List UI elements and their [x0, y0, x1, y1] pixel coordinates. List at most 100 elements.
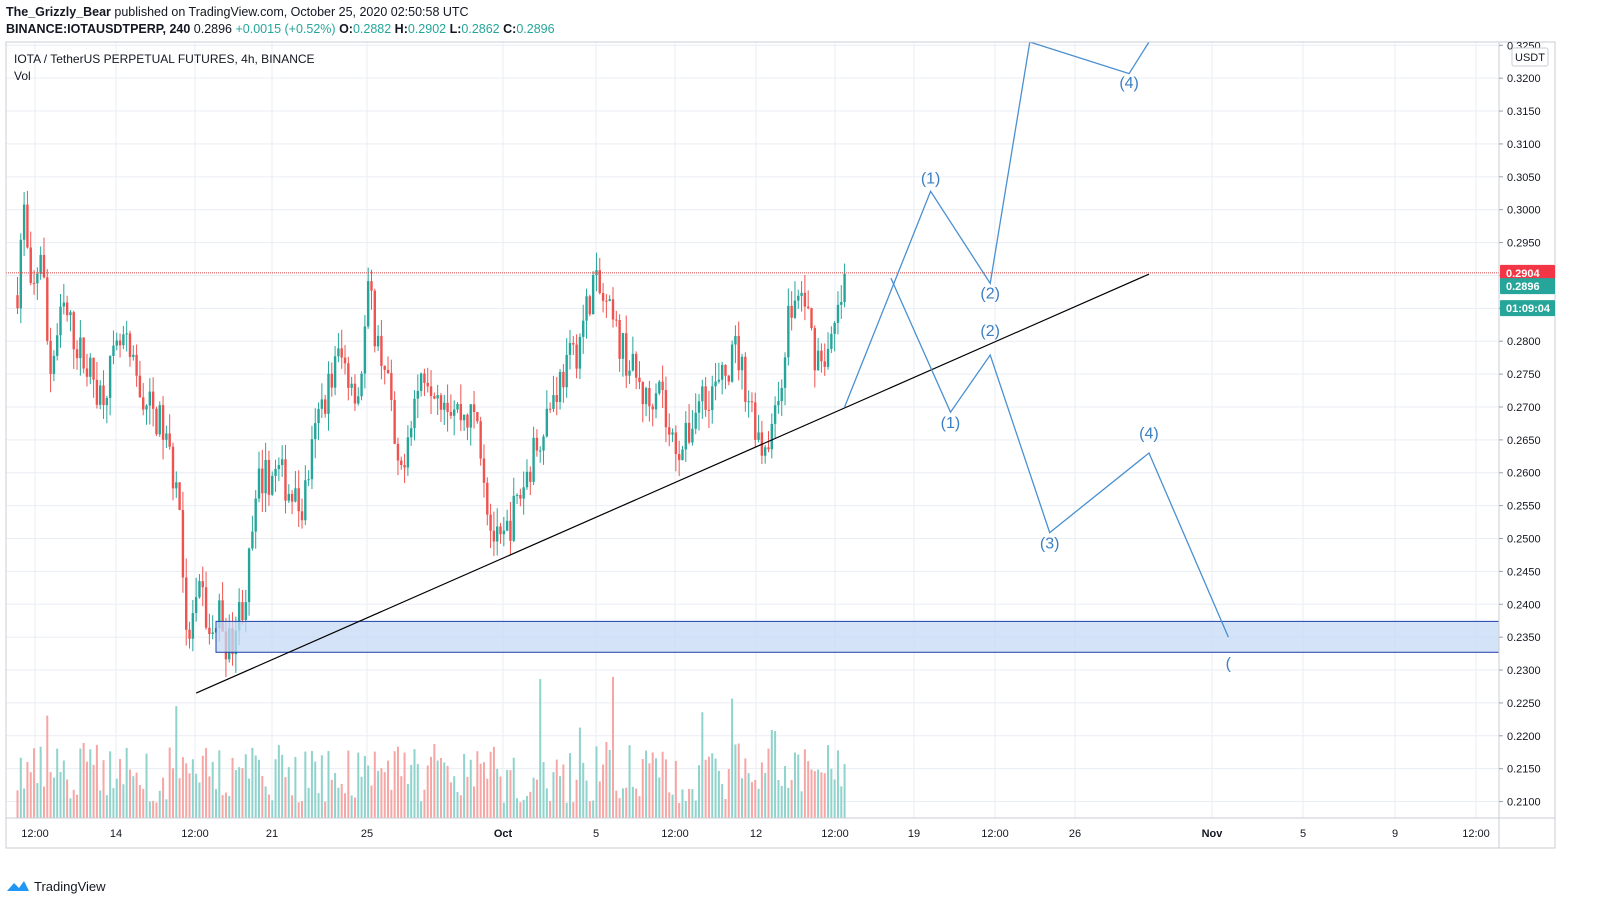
volume-bar	[162, 777, 165, 818]
wave-label: (1)	[921, 170, 941, 187]
x-tick-label: 12:00	[661, 828, 689, 840]
x-tick-label: 12:00	[981, 828, 1009, 840]
candle-body	[502, 530, 506, 535]
candle-body	[777, 401, 780, 406]
support-zone	[215, 620, 1500, 653]
candle-body	[383, 365, 386, 370]
volume-bar	[784, 766, 787, 818]
candle-body	[204, 587, 208, 628]
author-name[interactable]: The_Grizzly_Bear	[6, 5, 111, 19]
candle-body	[82, 337, 85, 369]
footer-brand[interactable]: TradingView	[34, 878, 106, 894]
candle-body	[525, 471, 529, 488]
candle-body	[161, 405, 165, 440]
volume-bar	[16, 790, 19, 818]
candle-body	[509, 520, 512, 541]
candle-body	[42, 254, 46, 278]
volume-bar	[631, 786, 634, 818]
y-tick-label: 0.2550	[1507, 501, 1541, 513]
volume-bar	[168, 747, 171, 818]
candle-body	[582, 320, 585, 337]
candle-body	[36, 273, 39, 284]
volume-bar	[453, 776, 456, 818]
volume-bar	[347, 750, 350, 818]
volume-bar	[301, 801, 304, 818]
volume-bar	[383, 772, 386, 818]
candle-body	[631, 353, 635, 371]
volume-bar	[459, 795, 462, 818]
candle-body	[763, 447, 767, 456]
volume-bar	[499, 776, 502, 818]
candle-body	[277, 465, 281, 469]
volume-bar	[119, 758, 122, 818]
candle-body	[95, 379, 99, 405]
candle-body	[92, 357, 95, 380]
volume-bar	[115, 778, 118, 818]
candle-body	[426, 382, 429, 387]
volume-bar	[370, 785, 373, 818]
volume-bar	[803, 749, 806, 818]
volume-bar	[46, 715, 49, 818]
volume-bar	[701, 712, 704, 818]
y-tick-label: 0.3150	[1507, 106, 1541, 118]
volume-bar	[578, 727, 581, 818]
volume-bar	[261, 776, 264, 818]
candle-body	[125, 333, 128, 335]
volume-bar	[747, 773, 750, 818]
volume-bar	[737, 743, 740, 818]
candle-body	[634, 353, 638, 378]
volume-bar	[393, 751, 396, 818]
candle-body	[75, 349, 79, 359]
candle-body	[122, 334, 125, 346]
volume-bar	[555, 759, 558, 818]
volume-bar	[185, 763, 188, 818]
candle-body	[188, 629, 191, 639]
candle-body	[138, 375, 142, 398]
candle-body	[244, 602, 247, 621]
candle-body	[32, 282, 36, 284]
volume-bar	[224, 792, 227, 818]
volume-bar	[764, 773, 767, 818]
volume-bar	[582, 762, 585, 818]
volume-bar	[403, 752, 406, 818]
volume-bar	[340, 784, 343, 818]
volume-bar	[698, 765, 701, 818]
y-tick-label: 0.2100	[1507, 797, 1541, 809]
candle-body	[261, 468, 264, 494]
volume-bar	[218, 750, 221, 818]
volume-bar	[36, 783, 39, 818]
volume-bar	[681, 789, 684, 818]
volume-bar	[714, 758, 717, 818]
candle-body	[69, 312, 72, 316]
candle-body	[453, 409, 456, 416]
close-label: C:	[503, 22, 517, 36]
candle-body	[621, 333, 625, 359]
volume-bar	[102, 760, 105, 818]
low-value: 0.2862	[461, 22, 500, 36]
candle-body	[816, 350, 820, 371]
candle-body	[56, 335, 59, 356]
candle-body	[413, 398, 416, 429]
volume-bar	[525, 795, 528, 818]
volume-bar	[648, 763, 651, 818]
volume-bar	[291, 795, 294, 818]
candle-body	[304, 480, 307, 521]
y-tick-label: 0.2450	[1507, 566, 1541, 578]
price-axis-label-bg	[1500, 300, 1555, 317]
volume-bar	[827, 745, 830, 818]
volume-bar	[605, 742, 608, 818]
volume-bar	[658, 777, 661, 818]
candle-body	[823, 361, 826, 367]
volume-bar	[615, 790, 618, 818]
volume-bar	[69, 798, 72, 818]
volume-bar	[535, 779, 538, 818]
volume-bar	[635, 788, 638, 818]
volume-bar	[287, 767, 290, 818]
volume-bar	[360, 776, 363, 818]
volume-bar	[95, 744, 98, 818]
volume-bar	[439, 758, 442, 818]
candle-body	[479, 421, 482, 459]
candle-body	[790, 305, 793, 318]
candle-body	[201, 581, 204, 588]
